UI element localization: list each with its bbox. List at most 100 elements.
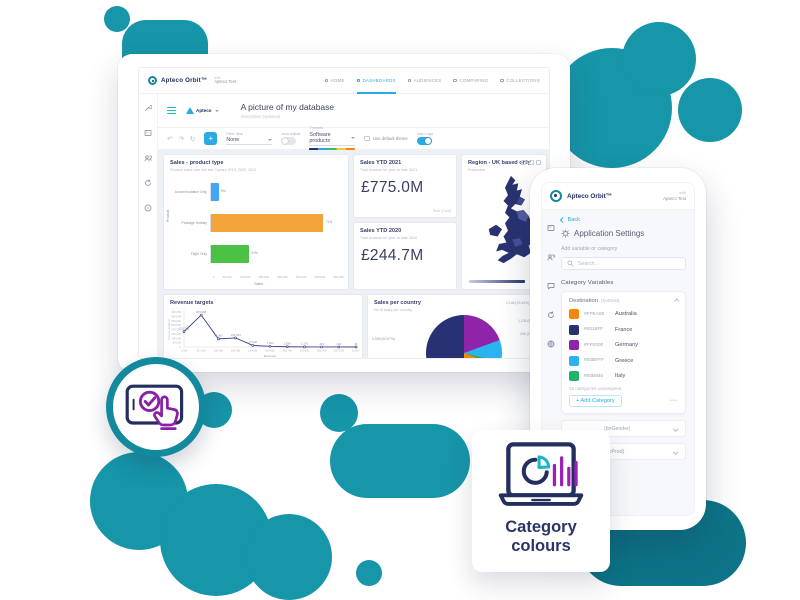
category-row[interactable]: #FF0000 Germany xyxy=(569,340,678,350)
pie-label: 246 (2.24%) xyxy=(520,332,538,336)
back-button[interactable]: Back xyxy=(560,217,686,223)
more-options-icon[interactable]: ••• xyxy=(669,398,678,404)
tablet-check-icon xyxy=(125,384,184,430)
section-title: Category Variables xyxy=(561,280,614,286)
destination-card-header[interactable]: Destination (boDest) xyxy=(569,298,679,304)
filter-item-dropdown[interactable]: Filter item None xyxy=(226,132,273,146)
workspace-brand-menu[interactable]: Apteco xyxy=(186,107,219,114)
uk-map[interactable] xyxy=(468,172,542,270)
colour-hex: #00BFFF xyxy=(584,358,604,363)
bar-x-axis-ticks: 0 50,000 100,000 150,000 200,000 250,000 300,0… xyxy=(213,275,344,279)
dashboard-description-placeholder[interactable]: Description (optional) xyxy=(240,114,281,119)
svg-text:£60-70k: £60-70k xyxy=(283,350,293,353)
audiences-icon[interactable] xyxy=(144,154,152,162)
chevron-left-icon xyxy=(560,217,566,223)
nav-home[interactable]: HOME xyxy=(324,68,345,94)
kpi-value-2021: £775.0M xyxy=(361,179,424,196)
use-default-theme-checkbox[interactable] xyxy=(364,135,370,142)
brand-name: Apteco Orbit™ xyxy=(161,77,208,84)
bar-chart: Accommodation Only 5% Package Holiday 71% Fl… xyxy=(174,177,338,269)
bar[interactable] xyxy=(211,183,219,202)
svg-text:£80-90k: £80-90k xyxy=(317,350,327,353)
colour-hex: #FF0000 xyxy=(584,342,604,348)
search-placeholder: Search... xyxy=(578,260,599,267)
svg-text:200,000: 200,000 xyxy=(171,328,181,332)
panel-sales-product-type: Sales - product type Product sales over … xyxy=(163,154,349,290)
undo-icon[interactable]: ↶ xyxy=(167,135,173,143)
dashboard-title[interactable]: A picture of my database xyxy=(240,102,335,112)
colour-swatch[interactable] xyxy=(569,340,579,350)
svg-text:150,000: 150,000 xyxy=(171,332,181,336)
messages-icon[interactable] xyxy=(547,282,555,290)
map-zoom-icon[interactable] xyxy=(528,160,534,165)
redo-icon[interactable]: ↷ xyxy=(178,135,184,143)
refresh-icon[interactable]: ↻ xyxy=(189,135,196,143)
svg-text:246: 246 xyxy=(336,342,341,346)
audiences-icon[interactable] xyxy=(547,253,555,261)
settings-title-row: Application Settings xyxy=(561,229,686,238)
map-colour-legend xyxy=(469,279,525,283)
help-icon[interactable] xyxy=(144,204,152,212)
colour-swatch[interactable] xyxy=(569,324,579,335)
media-icon[interactable] xyxy=(144,129,152,137)
search-input[interactable]: Search... xyxy=(561,257,686,270)
svg-text:300,000: 300,000 xyxy=(171,319,181,323)
sync-icon[interactable] xyxy=(547,311,555,319)
sync-icon[interactable] xyxy=(144,179,152,187)
pie-label: 5,598 (50.67%) xyxy=(372,337,396,341)
colour-swatch[interactable] xyxy=(569,371,579,381)
auto-adjust-toggle[interactable] xyxy=(281,137,297,146)
map-expand-icon[interactable] xyxy=(536,160,541,165)
svg-text:Revenue: Revenue xyxy=(264,354,276,358)
bar-row: Flight Only 24% xyxy=(174,244,338,263)
nav-dashboards[interactable]: DASHBOARDS xyxy=(356,68,396,94)
pie-label: 2,146 (19.44%) xyxy=(506,301,530,305)
category-row[interactable]: #0015FF France xyxy=(569,324,678,335)
colour-swatch[interactable] xyxy=(569,309,579,319)
add-tile-button[interactable]: + xyxy=(204,132,218,145)
themes-dropdown[interactable]: Themes Software products xyxy=(309,126,356,151)
panel-sales-ytd-2020: Sales YTD 2020 Total revenue for year to… xyxy=(353,222,457,290)
audiences-icon xyxy=(407,78,412,83)
left-icon-rail xyxy=(139,94,158,358)
country-pie-chart[interactable] xyxy=(426,315,502,358)
bar[interactable] xyxy=(211,244,250,263)
nav-collections[interactable]: COLLECTIONS xyxy=(500,68,540,94)
svg-text:1,179: 1,179 xyxy=(301,342,308,346)
map-select-icon[interactable] xyxy=(521,160,526,165)
menu-icon[interactable] xyxy=(167,106,176,115)
chevron-down-icon xyxy=(672,426,678,431)
category-colours-card: Category colours xyxy=(472,430,610,572)
svg-text:£70-80k: £70-80k xyxy=(300,350,310,353)
svg-text:443: 443 xyxy=(319,342,324,346)
category-row[interactable]: #FFEA00 Australia xyxy=(569,309,678,319)
colour-hex: #FFEA00 xyxy=(584,311,605,317)
colour-hex: #00B840 xyxy=(584,373,604,379)
comparing-icon xyxy=(453,78,457,83)
colour-swatch[interactable] xyxy=(569,355,579,366)
globe-icon[interactable] xyxy=(547,340,555,348)
nav-audiences[interactable]: AUDIENCES xyxy=(407,68,442,94)
svg-text:350,000: 350,000 xyxy=(171,314,181,318)
bar[interactable] xyxy=(211,213,324,232)
nav-comparing[interactable]: COMPARING xyxy=(453,68,488,94)
account-block: with Apteco Test xyxy=(663,191,686,201)
account-block: with Apteco Test xyxy=(214,76,237,85)
bar-row: Accommodation Only 5% xyxy=(174,183,338,202)
category-row[interactable]: #00BFFF Greece xyxy=(569,355,678,366)
category-name: France xyxy=(615,326,633,333)
svg-text:£90-100k: £90-100k xyxy=(334,350,345,353)
use-logo-toggle[interactable] xyxy=(416,137,432,146)
media-icon[interactable] xyxy=(547,224,555,232)
pie-label: 1,136 (9.29%) xyxy=(518,319,540,323)
add-category-button[interactable]: + Add Category xyxy=(569,395,622,407)
svg-text:250,000: 250,000 xyxy=(171,323,181,327)
svg-text:2,836: 2,836 xyxy=(284,342,291,346)
category-row[interactable]: #00B840 Italy xyxy=(569,371,678,381)
home-icon xyxy=(324,78,329,83)
dashboards-icon xyxy=(356,78,361,83)
kpi-value-2020: £244.7M xyxy=(361,247,424,264)
tools-icon[interactable] xyxy=(144,104,152,112)
category-name: Australia xyxy=(615,311,637,317)
svg-text:175,762: 175,762 xyxy=(179,326,190,330)
